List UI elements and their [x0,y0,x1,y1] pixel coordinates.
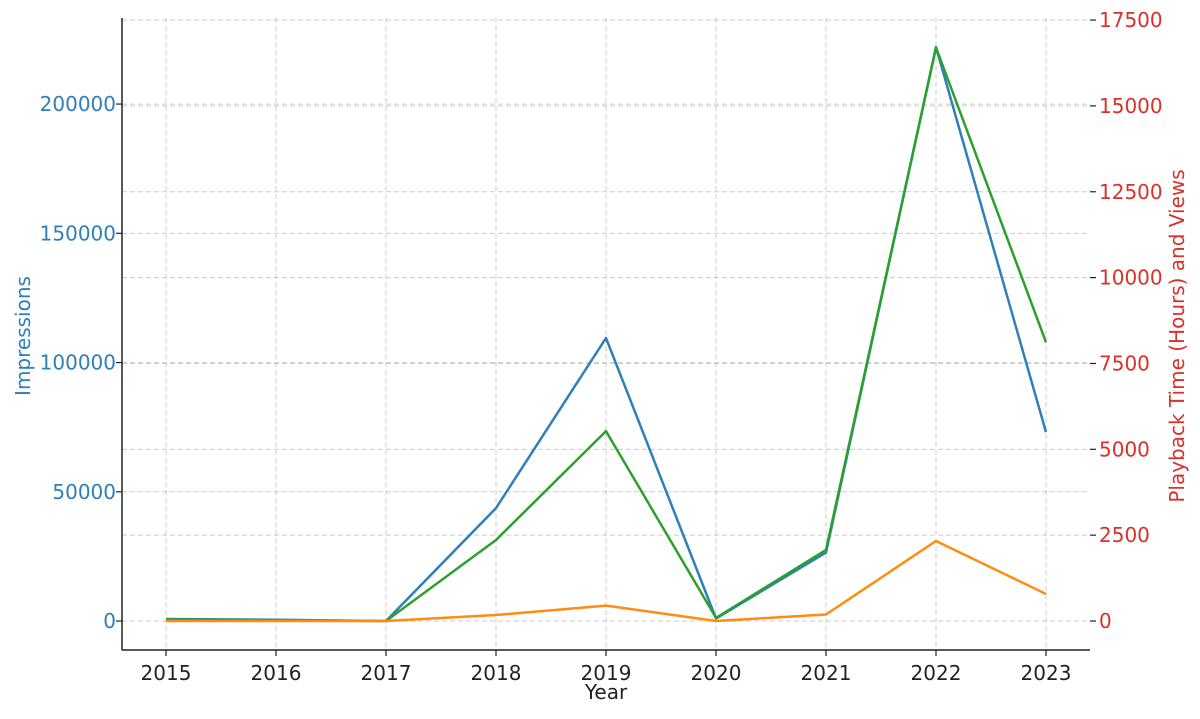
x-axis-label: Year [584,680,628,704]
x-tick-label: 2016 [251,661,302,685]
x-tick-label: 2018 [471,661,522,685]
x-tick-label: 2021 [801,661,852,685]
left-y-tick-label: 100000 [40,351,116,375]
x-tick-label: 2020 [691,661,742,685]
left-axis-label: Impressions [11,276,35,396]
x-tick-label: 2015 [141,661,192,685]
x-tick-label: 2022 [911,661,962,685]
right-y-tick-label: 2500 [1099,523,1150,547]
left-y-tick-label: 50000 [52,480,116,504]
left-y-tick-label: 150000 [40,221,116,245]
right-y-tick-label: 10000 [1099,266,1163,290]
left-y-tick-label: 200000 [40,92,116,116]
grid [122,18,1090,650]
right-y-tick-label: 5000 [1099,437,1150,461]
right-y-tick-label: 7500 [1099,351,1150,375]
left-y-tick-label: 0 [103,609,116,633]
right-y-tick-label: 17500 [1099,8,1163,32]
right-y-tick-label: 0 [1099,609,1112,633]
right-y-tick-label: 12500 [1099,180,1163,204]
x-tick-label: 2017 [361,661,412,685]
x-tick-label: 2023 [1021,661,1072,685]
right-axis-label: Playback Time (Hours) and Views [1165,169,1189,502]
right-y-tick-label: 15000 [1099,94,1163,118]
